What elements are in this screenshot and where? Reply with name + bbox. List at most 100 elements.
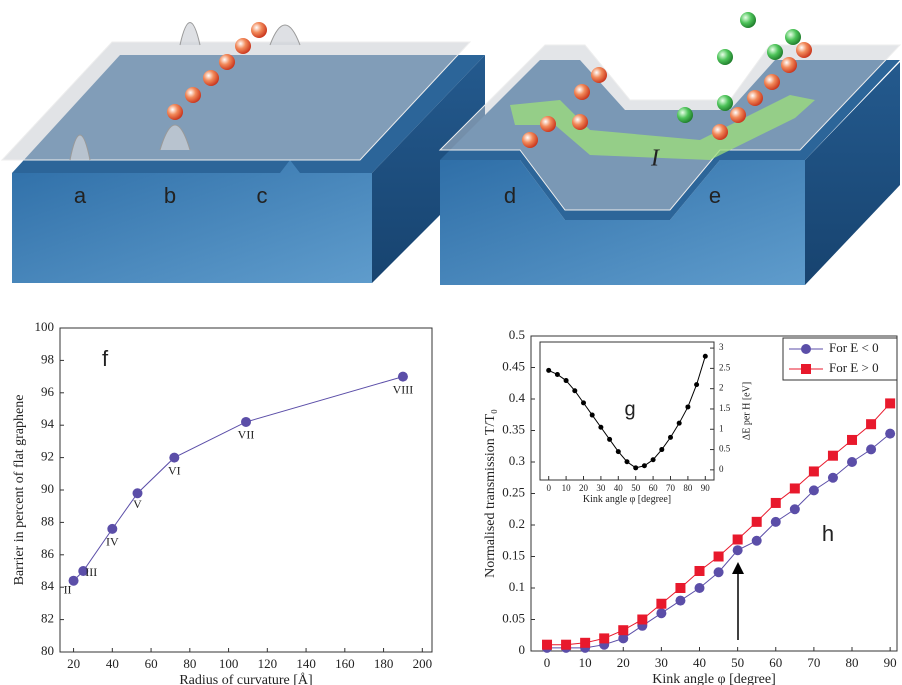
point bbox=[866, 444, 877, 455]
point bbox=[770, 516, 781, 527]
point bbox=[78, 566, 89, 576]
y-tick-label: 80 bbox=[41, 643, 54, 658]
x-tick-label: 120 bbox=[258, 656, 278, 671]
y-tick-label: 0.3 bbox=[509, 453, 525, 468]
legend-marker bbox=[801, 364, 811, 374]
point bbox=[599, 633, 610, 644]
x-tick-label: 90 bbox=[701, 483, 711, 493]
y-tick-label: 0 bbox=[719, 464, 724, 474]
x-tick-label: 80 bbox=[846, 655, 859, 670]
point bbox=[751, 516, 762, 527]
x-axis-label: Kink angle φ [degree] bbox=[583, 494, 671, 505]
y-tick-label: 0.35 bbox=[502, 421, 525, 436]
x-tick-label: 0 bbox=[546, 483, 551, 493]
current-label: I bbox=[650, 146, 660, 172]
panel-label: h bbox=[822, 521, 834, 546]
x-tick-label: 20 bbox=[617, 655, 630, 670]
point bbox=[808, 485, 819, 496]
point bbox=[751, 535, 762, 546]
annotation-arrowhead bbox=[732, 562, 744, 574]
y-tick-label: 82 bbox=[41, 611, 54, 626]
y-axis-label: ΔE per H [eV] bbox=[741, 382, 752, 440]
x-tick-label: 140 bbox=[296, 656, 316, 671]
x-tick-label: 40 bbox=[693, 655, 706, 670]
site-label: b bbox=[164, 183, 176, 208]
y-tick-label: 94 bbox=[41, 416, 55, 431]
point bbox=[572, 388, 578, 394]
x-tick-label: 60 bbox=[769, 655, 782, 670]
x-tick-label: 0 bbox=[544, 655, 551, 670]
x-tick-label: 180 bbox=[374, 656, 394, 671]
point-label: VI bbox=[168, 463, 181, 477]
x-tick-label: 40 bbox=[106, 656, 119, 671]
site-labels: a b c d e bbox=[74, 183, 721, 208]
y-axis-label: Normalised transmission T/T₀ bbox=[483, 409, 498, 578]
hydrogen-row bbox=[167, 22, 267, 120]
y-tick-label: 98 bbox=[41, 351, 54, 366]
point-label: VII bbox=[238, 428, 255, 442]
point-label: VIII bbox=[393, 382, 414, 396]
point bbox=[656, 598, 667, 609]
y-tick-label: 0.5 bbox=[509, 327, 525, 342]
point bbox=[702, 353, 708, 359]
point bbox=[607, 436, 613, 442]
point bbox=[770, 497, 781, 508]
x-tick-label: 20 bbox=[579, 483, 589, 493]
y-tick-label: 0.5 bbox=[719, 444, 731, 454]
point bbox=[732, 534, 743, 545]
point-label: V bbox=[133, 497, 142, 511]
y-tick-label: 84 bbox=[41, 578, 55, 593]
x-tick-label: 90 bbox=[884, 655, 897, 670]
point bbox=[675, 583, 686, 593]
y-tick-label: 0.25 bbox=[502, 484, 525, 499]
y-tick-label: 0.1 bbox=[509, 579, 525, 594]
legend-label: For E < 0 bbox=[829, 340, 879, 355]
point-label: III bbox=[85, 565, 97, 579]
point bbox=[641, 463, 647, 469]
point bbox=[713, 567, 724, 578]
point bbox=[847, 457, 858, 467]
legend-marker bbox=[801, 344, 811, 354]
point bbox=[615, 449, 621, 455]
site-label: c bbox=[257, 183, 268, 208]
point bbox=[676, 420, 682, 426]
y-tick-label: 0.4 bbox=[509, 390, 526, 405]
point bbox=[241, 416, 251, 427]
point bbox=[694, 583, 705, 593]
x-tick-label: 30 bbox=[596, 483, 606, 493]
x-tick-label: 40 bbox=[614, 483, 624, 493]
point bbox=[713, 551, 724, 562]
x-tick-label: 200 bbox=[413, 656, 433, 671]
point bbox=[554, 371, 560, 377]
x-tick-label: 10 bbox=[579, 655, 592, 670]
panel-label: g bbox=[624, 398, 635, 420]
site-label: e bbox=[709, 183, 721, 208]
x-tick-label: 70 bbox=[807, 655, 820, 670]
y-tick-label: 86 bbox=[41, 546, 55, 561]
panel-label: f bbox=[102, 346, 109, 371]
x-tick-label: 60 bbox=[649, 483, 659, 493]
x-axis-label: Kink angle φ [degree] bbox=[652, 672, 776, 685]
point bbox=[624, 459, 630, 465]
y-tick-label: 2 bbox=[719, 383, 724, 393]
graphene-sheet bbox=[438, 44, 902, 211]
point-label: IV bbox=[106, 535, 119, 549]
site-label: d bbox=[504, 183, 516, 208]
point bbox=[659, 447, 665, 453]
point bbox=[650, 457, 656, 463]
site-label: a bbox=[74, 183, 87, 208]
x-tick-label: 80 bbox=[683, 483, 693, 493]
point-label: II bbox=[64, 582, 72, 596]
point bbox=[668, 434, 673, 440]
point bbox=[685, 404, 691, 410]
point bbox=[581, 400, 586, 406]
y-tick-label: 0.2 bbox=[509, 516, 525, 531]
point bbox=[546, 367, 552, 373]
x-tick-label: 30 bbox=[655, 655, 668, 670]
point bbox=[542, 639, 553, 650]
x-tick-label: 50 bbox=[631, 483, 641, 493]
x-tick-label: 70 bbox=[666, 483, 676, 493]
y-tick-label: 0.15 bbox=[502, 547, 525, 562]
block-front bbox=[440, 160, 805, 285]
